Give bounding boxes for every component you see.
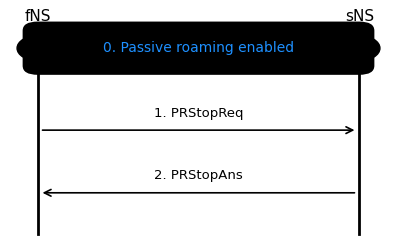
Text: 2. PRStopAns: 2. PRStopAns — [154, 169, 243, 182]
Text: fNS: fNS — [25, 9, 51, 24]
FancyBboxPatch shape — [23, 22, 374, 75]
Circle shape — [339, 36, 380, 61]
Text: sNS: sNS — [345, 9, 374, 24]
Text: 0. Passive roaming enabled: 0. Passive roaming enabled — [103, 41, 294, 55]
Text: 1. PRStopReq: 1. PRStopReq — [154, 107, 243, 120]
Circle shape — [17, 36, 58, 61]
